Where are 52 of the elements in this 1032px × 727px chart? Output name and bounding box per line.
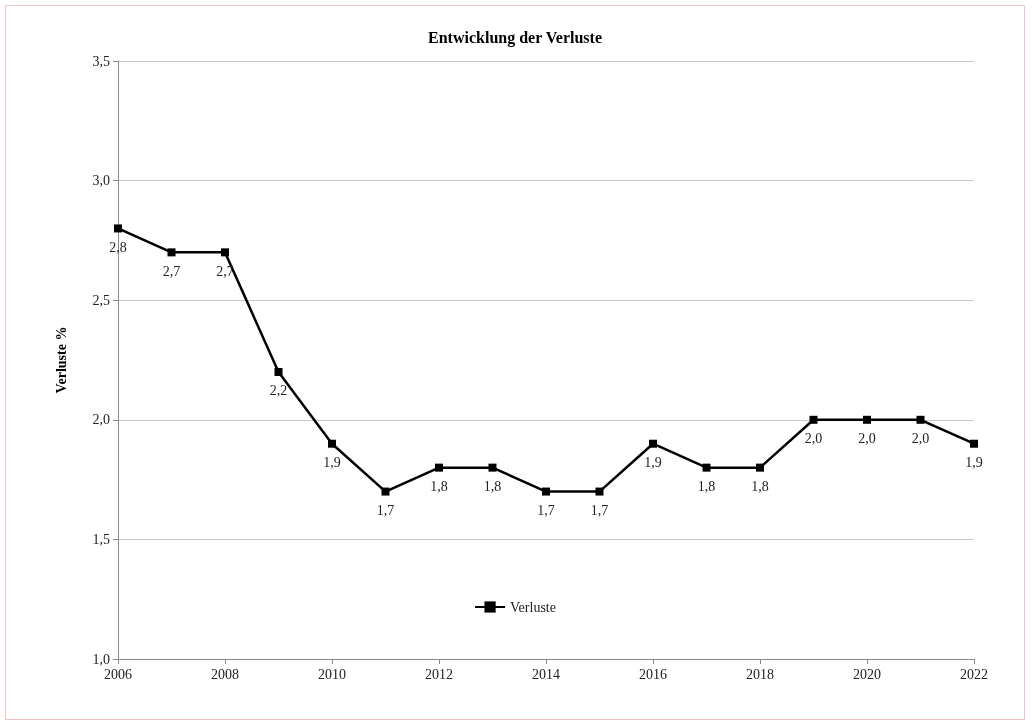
x-tick-label: 2016	[639, 666, 667, 682]
point	[970, 439, 978, 448]
point	[649, 439, 657, 448]
data-label: 2,0	[804, 431, 823, 447]
x-tick-label: 2014	[532, 666, 560, 682]
x-tick-label: 2006	[104, 666, 132, 682]
point	[542, 487, 550, 496]
data-label: 2,0	[911, 431, 930, 447]
x-tick-label: 2018	[746, 666, 774, 682]
data-label: 2,8	[109, 239, 127, 255]
point	[863, 415, 871, 424]
point	[916, 415, 925, 424]
point	[595, 487, 604, 496]
x-tick-label: 2022	[960, 666, 988, 682]
y-tick-label: 3,5	[92, 53, 110, 69]
point	[114, 224, 122, 233]
chart-title: Entwicklung der Verluste	[428, 28, 602, 47]
data-label: 1,9	[965, 455, 983, 471]
data-label: 1,7	[537, 503, 555, 519]
point	[167, 248, 176, 257]
data-label: 1,8	[751, 479, 769, 495]
x-tick-label: 2008	[211, 666, 239, 682]
data-label: 1,7	[590, 503, 609, 519]
point	[809, 415, 818, 424]
y-tick-label: 1,5	[92, 531, 110, 547]
x-tick-label: 2010	[318, 666, 346, 682]
data-label: 2,7	[216, 263, 234, 279]
point	[221, 248, 229, 257]
point	[702, 463, 711, 472]
point	[756, 463, 764, 472]
y-tick-label: 2,0	[92, 412, 110, 428]
data-label: 2,7	[162, 263, 181, 279]
y-axis-title: Verluste %	[53, 326, 69, 394]
data-label: 1,9	[323, 455, 341, 471]
point	[381, 487, 390, 496]
data-label: 1,8	[483, 479, 502, 495]
data-label: 2,0	[858, 431, 876, 447]
x-tick-label: 2020	[853, 666, 881, 682]
data-label: 2,2	[269, 383, 288, 399]
point	[328, 439, 336, 448]
legend-label: Verluste	[510, 599, 556, 615]
data-label: 1,7	[376, 503, 395, 519]
data-label: 1,8	[697, 479, 716, 495]
point	[274, 367, 283, 376]
y-tick-label: 2,5	[92, 292, 110, 308]
y-tick-label: 1,0	[92, 651, 110, 667]
x-tick-label: 2012	[425, 666, 453, 682]
y-tick-label: 3,0	[92, 173, 110, 189]
data-label: 1,8	[430, 479, 448, 495]
point	[435, 463, 443, 472]
data-label: 1,9	[644, 455, 662, 471]
point	[488, 463, 497, 472]
